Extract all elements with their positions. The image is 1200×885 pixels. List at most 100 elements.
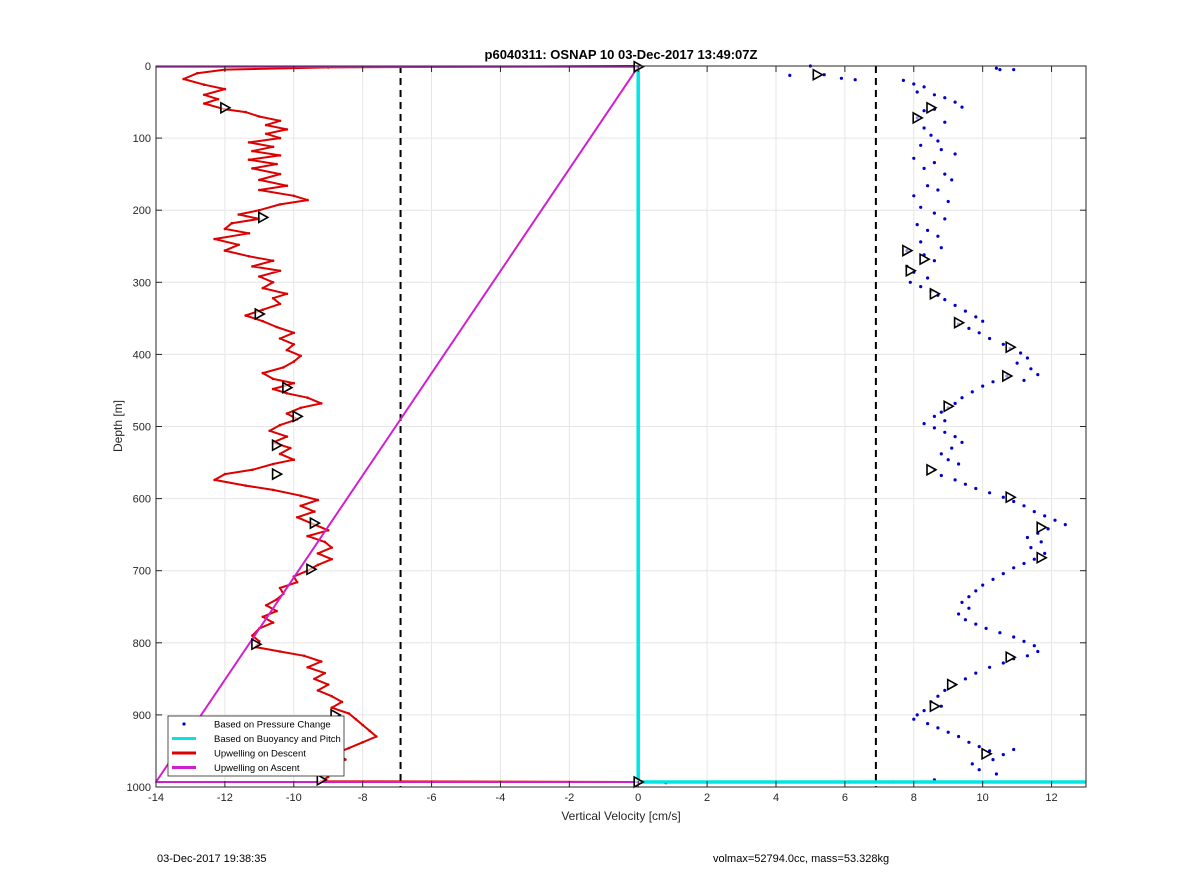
- data-point: [258, 188, 261, 192]
- data-point: [223, 249, 227, 252]
- data-point: [271, 462, 275, 466]
- data-point: [839, 76, 844, 80]
- data-point: [953, 401, 957, 405]
- data-point: [261, 319, 265, 323]
- data-point: [977, 768, 981, 772]
- data-point: [285, 412, 289, 415]
- data-point: [1001, 495, 1005, 499]
- data-point: [271, 296, 275, 300]
- data-point: [788, 73, 792, 77]
- data-point: [258, 115, 261, 118]
- data-point: [943, 120, 947, 124]
- data-point: [202, 93, 206, 97]
- data-point: [340, 700, 344, 704]
- data-point: [278, 586, 282, 590]
- data-point: [922, 166, 926, 170]
- x-tick-label: 2: [704, 792, 710, 804]
- data-point: [299, 494, 303, 498]
- data-point: [316, 498, 320, 502]
- data-point: [943, 688, 947, 693]
- data-point: [258, 208, 261, 212]
- x-tick-label: -6: [427, 792, 437, 804]
- data-point: [278, 302, 282, 306]
- data-point: [936, 726, 940, 730]
- data-point: [1043, 514, 1047, 518]
- data-point: [251, 167, 254, 170]
- data-point: [926, 184, 930, 188]
- data-point: [1022, 639, 1026, 644]
- data-point: [182, 77, 185, 81]
- data-point: [1032, 644, 1036, 648]
- data-point: [216, 97, 220, 101]
- data-point: [957, 734, 961, 739]
- data-point: [223, 87, 227, 91]
- triangle-marker: [902, 244, 914, 257]
- data-point: [244, 484, 247, 487]
- data-point: [1022, 378, 1026, 382]
- data-point: [306, 534, 309, 538]
- data-point: [919, 240, 923, 244]
- data-point: [316, 552, 320, 555]
- triangle-marker: [1005, 490, 1017, 504]
- data-point: [261, 615, 265, 619]
- series-3: [155, 65, 640, 783]
- triangle-marker: [254, 307, 266, 321]
- data-point: [977, 331, 981, 335]
- data-point: [347, 712, 351, 715]
- legend-box: [167, 715, 345, 777]
- y-tick-label: 200: [133, 205, 151, 217]
- data-point: [943, 172, 947, 176]
- data-point: [285, 435, 289, 438]
- chart-title: p6040311: OSNAP 10 03-Dec-2017 13:49:07Z: [485, 47, 758, 62]
- data-point: [963, 482, 968, 486]
- data-point: [285, 184, 289, 187]
- data-point: [1036, 373, 1040, 377]
- data-point: [950, 446, 954, 450]
- legend: Based on Pressure Change Based on Buoyanc…: [167, 715, 345, 777]
- data-point: [313, 677, 316, 681]
- triangle-marker: [929, 287, 942, 301]
- data-point: [946, 730, 950, 734]
- x-tick-label: -12: [217, 792, 233, 804]
- data-point: [946, 458, 950, 462]
- data-point: [932, 426, 937, 430]
- data-point: [1029, 367, 1033, 371]
- data-point: [974, 671, 978, 675]
- data-point: [926, 722, 930, 726]
- data-point: [326, 529, 330, 532]
- data-point: [939, 704, 943, 708]
- footer-volmax-mass: volmax=52794.0cc, mass=53.328kg: [713, 853, 890, 865]
- data-point: [230, 221, 234, 225]
- data-point: [306, 666, 309, 669]
- data-point: [244, 314, 247, 317]
- triangle-marker: [912, 111, 924, 125]
- y-tick-label: 400: [133, 349, 151, 361]
- data-point: [1012, 747, 1016, 752]
- data-point: [278, 423, 282, 427]
- series-line: [155, 65, 640, 783]
- data-point: [915, 90, 919, 94]
- data-point: [1022, 561, 1026, 566]
- triangle-marker: [953, 316, 966, 330]
- data-point: [275, 609, 278, 613]
- data-point: [354, 717, 358, 721]
- data-point: [963, 309, 968, 313]
- data-point: [285, 292, 289, 296]
- data-point: [271, 281, 275, 284]
- data-point: [237, 213, 240, 216]
- data-point: [974, 486, 978, 491]
- data-point: [1022, 504, 1026, 508]
- data-point: [901, 78, 906, 82]
- data-point: [919, 205, 923, 209]
- data-point: [289, 446, 292, 450]
- data-point: [285, 348, 289, 352]
- y-tick-label: 900: [133, 710, 151, 722]
- data-point: [1046, 527, 1050, 531]
- threshold-lines: [399, 66, 877, 787]
- data-point: [939, 410, 943, 414]
- data-point: [922, 109, 926, 113]
- data-point: [1012, 635, 1016, 639]
- y-axis-label: Depth [m]: [111, 400, 125, 452]
- data-point: [970, 390, 974, 394]
- legend-entry: Based on Buoyancy and Pitch: [214, 734, 341, 745]
